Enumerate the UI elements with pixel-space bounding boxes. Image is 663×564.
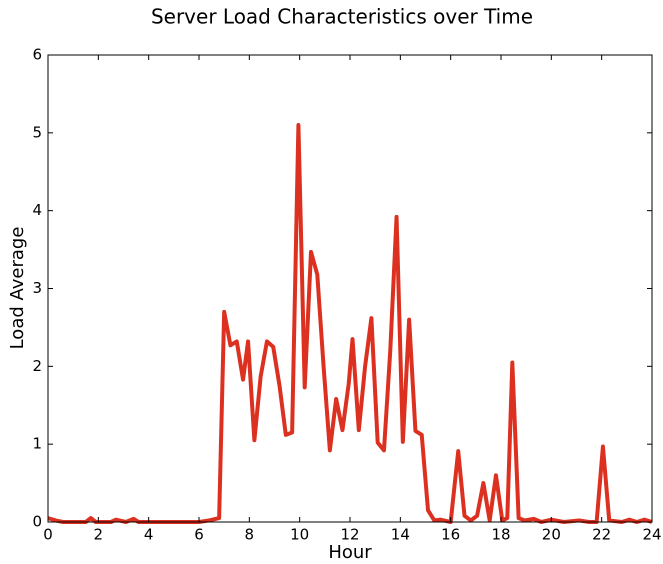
y-axis-label: Load Average: [7, 227, 28, 350]
y-tick-label: 4: [32, 201, 42, 219]
plot-frame: [47, 54, 653, 523]
y-tick-label: 0: [32, 513, 42, 531]
x-tick-label: 16: [441, 526, 460, 544]
y-tick-label: 1: [32, 435, 42, 453]
x-tick-label: 2: [94, 526, 104, 544]
x-tick-label: 12: [340, 526, 359, 544]
x-tick-label: 8: [245, 526, 255, 544]
plot-area: [47, 123, 653, 524]
x-tick-label: 20: [542, 526, 561, 544]
y-tick-label: 6: [32, 46, 42, 64]
x-tick-label: 10: [290, 526, 309, 544]
y-tick-label: 3: [32, 279, 42, 297]
x-tick-label: 14: [391, 526, 410, 544]
x-tick-label: 0: [43, 526, 53, 544]
chart-title: Server Load Characteristics over Time: [151, 5, 533, 29]
x-tick-label: 22: [592, 526, 611, 544]
x-tick-label: 6: [194, 526, 204, 544]
y-tick-label: 5: [32, 123, 42, 141]
y-tick-label: 2: [32, 357, 42, 375]
x-tick-label: 24: [642, 526, 661, 544]
line-series: [47, 123, 653, 524]
x-tick-label: 18: [491, 526, 510, 544]
x-tick-label: 4: [144, 526, 154, 544]
x-axis-label: Hour: [328, 542, 372, 563]
